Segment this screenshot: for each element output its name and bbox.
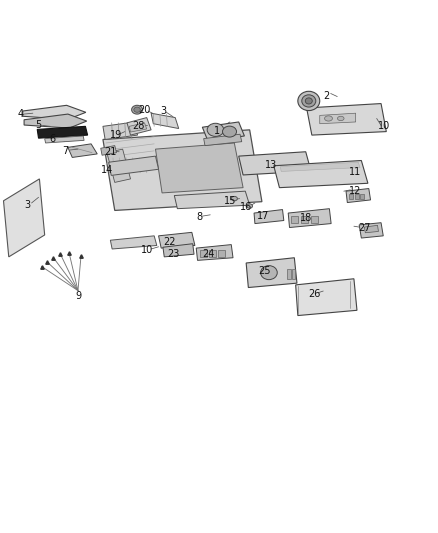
Text: 10: 10 [141, 245, 153, 255]
Polygon shape [151, 113, 179, 128]
Text: 22: 22 [163, 237, 176, 247]
Polygon shape [109, 156, 159, 175]
Ellipse shape [207, 123, 224, 136]
Polygon shape [24, 114, 87, 128]
Polygon shape [110, 236, 157, 249]
Polygon shape [174, 191, 250, 209]
Polygon shape [288, 209, 331, 228]
Bar [292, 269, 295, 279]
Bar [209, 250, 216, 257]
Text: 26: 26 [308, 289, 321, 299]
Polygon shape [129, 123, 147, 132]
Text: 24: 24 [202, 249, 215, 259]
Polygon shape [202, 122, 244, 141]
Bar [301, 216, 308, 223]
Polygon shape [127, 118, 151, 135]
Bar [349, 194, 353, 199]
Ellipse shape [302, 95, 316, 107]
Polygon shape [364, 225, 378, 233]
Text: 25: 25 [259, 266, 271, 276]
Ellipse shape [325, 116, 332, 121]
Text: 3: 3 [160, 106, 166, 116]
Polygon shape [246, 258, 297, 287]
Polygon shape [320, 113, 356, 124]
Bar [360, 194, 364, 199]
Polygon shape [346, 189, 371, 203]
Text: 13: 13 [265, 160, 278, 170]
Text: 19: 19 [110, 130, 122, 140]
Text: 23: 23 [168, 249, 180, 259]
Text: 18: 18 [300, 213, 312, 223]
Text: 16: 16 [240, 203, 252, 212]
Polygon shape [163, 244, 194, 257]
Ellipse shape [261, 265, 277, 280]
Bar [287, 269, 291, 279]
Text: 5: 5 [35, 120, 41, 131]
Text: 8: 8 [196, 213, 202, 222]
Ellipse shape [223, 126, 237, 137]
Polygon shape [359, 223, 383, 238]
Ellipse shape [305, 98, 312, 104]
Text: 12: 12 [349, 186, 361, 196]
Polygon shape [68, 144, 97, 157]
Text: 3: 3 [24, 200, 30, 210]
Polygon shape [103, 122, 138, 140]
Ellipse shape [337, 116, 344, 120]
Polygon shape [296, 279, 357, 316]
Polygon shape [23, 106, 86, 119]
Bar [291, 216, 298, 223]
Ellipse shape [231, 197, 237, 201]
Text: 27: 27 [358, 223, 371, 233]
Polygon shape [37, 126, 88, 138]
Text: 11: 11 [349, 167, 361, 177]
Text: 9: 9 [75, 291, 81, 301]
Polygon shape [196, 245, 233, 260]
Polygon shape [45, 136, 84, 143]
Text: 15: 15 [224, 196, 237, 206]
Ellipse shape [247, 204, 252, 208]
Bar [218, 250, 225, 257]
Text: 7: 7 [63, 146, 69, 156]
Text: 1: 1 [214, 126, 220, 136]
Text: 10: 10 [378, 122, 391, 131]
Bar [200, 250, 207, 257]
Polygon shape [101, 146, 117, 155]
Polygon shape [159, 232, 195, 248]
Text: 20: 20 [138, 104, 151, 115]
Polygon shape [239, 152, 311, 175]
Polygon shape [274, 160, 368, 188]
Ellipse shape [131, 106, 142, 114]
Text: 4: 4 [17, 109, 23, 119]
Bar [355, 194, 359, 199]
Polygon shape [155, 143, 243, 193]
Text: 6: 6 [49, 134, 56, 143]
Ellipse shape [298, 91, 320, 110]
Text: 2: 2 [324, 91, 330, 101]
Polygon shape [307, 103, 386, 135]
Polygon shape [204, 134, 242, 146]
Polygon shape [4, 179, 45, 257]
Polygon shape [107, 149, 131, 182]
Polygon shape [280, 162, 360, 172]
Text: 17: 17 [257, 211, 269, 221]
Text: 28: 28 [132, 122, 145, 131]
Polygon shape [103, 130, 262, 211]
Polygon shape [254, 209, 284, 223]
Bar [311, 216, 318, 223]
Ellipse shape [134, 107, 140, 112]
Text: 21: 21 [104, 147, 117, 157]
Text: 14: 14 [101, 165, 113, 175]
